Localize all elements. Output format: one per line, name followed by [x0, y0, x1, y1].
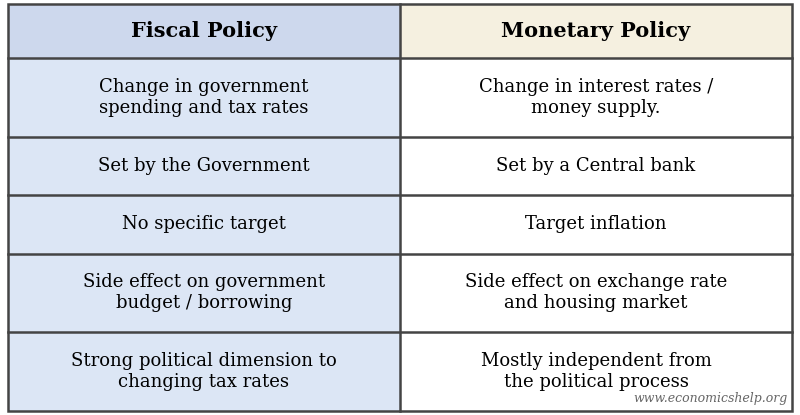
- Bar: [8, 137, 400, 195]
- Text: Target inflation: Target inflation: [526, 215, 666, 233]
- Text: Change in interest rates /
money supply.: Change in interest rates / money supply.: [479, 78, 713, 117]
- Bar: [400, 4, 792, 58]
- Bar: [8, 58, 400, 137]
- Bar: [400, 332, 792, 411]
- Text: Side effect on exchange rate
and housing market: Side effect on exchange rate and housing…: [465, 273, 727, 312]
- Text: Fiscal Policy: Fiscal Policy: [131, 21, 277, 41]
- Text: www.economicshelp.org: www.economicshelp.org: [634, 392, 788, 405]
- Text: Set by a Central bank: Set by a Central bank: [496, 157, 696, 175]
- Bar: [400, 195, 792, 254]
- Text: Monetary Policy: Monetary Policy: [502, 21, 690, 41]
- Bar: [8, 254, 400, 332]
- Text: Change in government
spending and tax rates: Change in government spending and tax ra…: [99, 78, 309, 117]
- Bar: [8, 332, 400, 411]
- Text: No specific target: No specific target: [122, 215, 286, 233]
- Bar: [400, 254, 792, 332]
- Text: Strong political dimension to
changing tax rates: Strong political dimension to changing t…: [71, 352, 337, 391]
- Text: Set by the Government: Set by the Government: [98, 157, 310, 175]
- Text: Side effect on government
budget / borrowing: Side effect on government budget / borro…: [83, 273, 325, 312]
- Text: Mostly independent from
the political process: Mostly independent from the political pr…: [481, 352, 711, 391]
- Bar: [400, 137, 792, 195]
- Bar: [400, 58, 792, 137]
- Bar: [8, 4, 400, 58]
- Bar: [8, 195, 400, 254]
